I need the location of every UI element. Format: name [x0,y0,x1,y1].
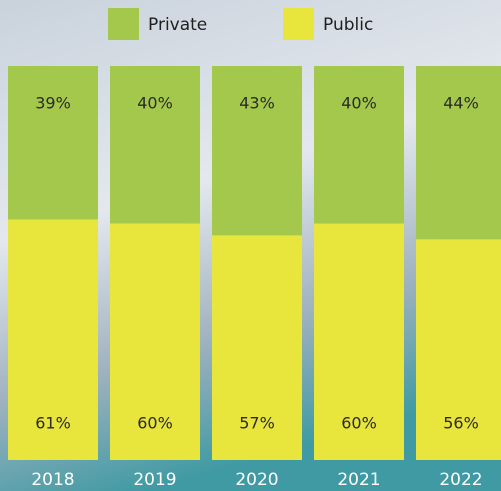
x-tick-label: 2022 [439,470,482,490]
bar-segment [110,66,200,224]
legend-swatch [283,8,314,40]
data-label: 44% [443,94,479,113]
legend-label: Private [148,15,207,35]
data-label: 40% [137,94,173,113]
data-label: 57% [239,414,275,433]
bar-segment [416,66,501,239]
bar-segment [212,66,302,235]
x-tick-label: 2019 [133,470,176,490]
data-label: 40% [341,94,377,113]
bar-segment [8,66,98,220]
data-label: 60% [137,414,173,433]
legend-swatch [108,8,139,40]
x-tick-label: 2020 [235,470,278,490]
legend-label: Public [323,15,373,35]
chart: Private Public 39% 61% 2018 40% 60% 2019 43% 57% 2… [0,0,501,491]
data-label: 56% [443,414,479,433]
x-tick-label: 2021 [337,470,380,490]
data-label: 61% [35,414,71,433]
data-label: 39% [35,94,71,113]
x-tick-label: 2018 [31,470,74,490]
bar-segment [314,66,404,224]
data-label: 43% [239,94,275,113]
data-label: 60% [341,414,377,433]
